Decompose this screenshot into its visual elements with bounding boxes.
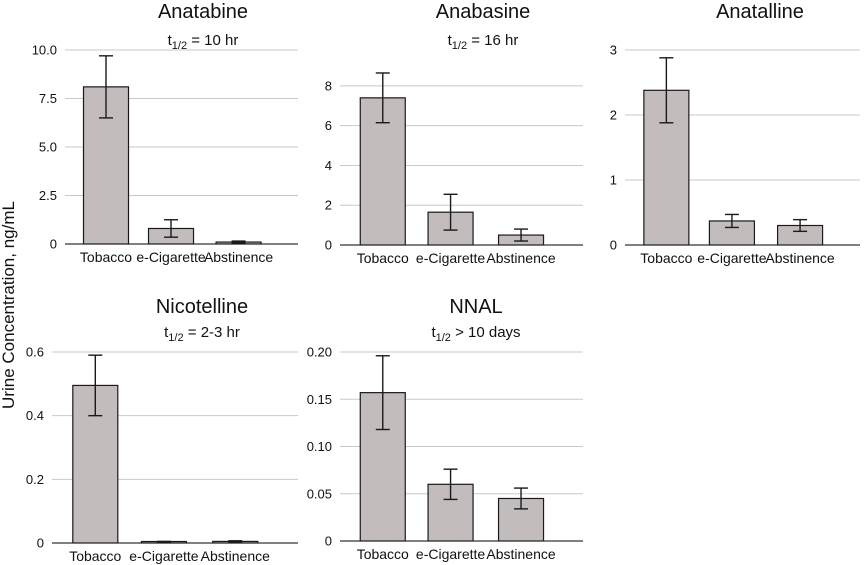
x-tick-label: Tobacco: [357, 250, 409, 266]
half-life-label: t1/2 > 10 days: [431, 324, 520, 344]
y-tick-label: 0.4: [26, 408, 44, 423]
x-tick-label: Tobacco: [640, 250, 692, 266]
y-tick-label: 6: [325, 118, 332, 133]
x-tick-label: Abstinence: [765, 250, 834, 266]
error-bar-e-cigarette: [443, 193, 458, 231]
panel-nnal: NNAL t1/2 > 10 days 0 0.05 0.10 0.15 0.20 Tobac…: [307, 296, 583, 562]
half-life-subscript: 1/2: [172, 40, 187, 52]
error-bar-tobacco: [88, 354, 103, 417]
error-bar-abstinence: [228, 540, 243, 543]
y-tick-label: 2.5: [39, 188, 57, 203]
y-tick-label: 0: [37, 536, 44, 551]
half-life-value: = 10 hr: [187, 32, 238, 49]
y-tick-label: 0.15: [307, 392, 332, 407]
error-bar-abstinence: [793, 218, 808, 233]
y-tick-label: 3: [610, 43, 617, 58]
y-tick-label: 10.0: [32, 43, 57, 58]
y-tick-label: 0.2: [26, 472, 44, 487]
half-life-subscript: 1/2: [452, 40, 467, 52]
error-bar-tobacco: [659, 57, 674, 124]
x-tick-label: Abstinence: [486, 250, 555, 266]
y-tick-label: 0: [325, 238, 332, 253]
error-bar-e-cigarette: [443, 468, 458, 501]
panel-anabasine: Anabasine t1/2 = 16 hr 0 2 4 6 8 Tobacco e-Cigar…: [325, 1, 583, 266]
x-tick-label: Abstinence: [204, 249, 273, 265]
y-tick-label: 0.6: [26, 345, 44, 360]
y-tick-label: 0.05: [307, 486, 332, 501]
error-bar-abstinence: [514, 487, 529, 510]
x-tick-label: e-Cigarette: [416, 546, 485, 562]
x-tick-label: e-Cigarette: [416, 250, 485, 266]
x-tick-label: Abstinence: [486, 546, 555, 562]
y-tick-label: 5.0: [39, 140, 57, 155]
chart-title: Nicotelline: [156, 296, 248, 318]
x-tick-label: Tobacco: [80, 249, 132, 265]
y-tick-label: 0: [610, 238, 617, 253]
chart-title: Anatabine: [158, 1, 248, 23]
x-tick-label: Tobacco: [69, 548, 121, 564]
half-life-subscript: 1/2: [168, 332, 183, 344]
half-life-symbol: t: [168, 32, 173, 49]
error-bar-tobacco: [375, 355, 390, 431]
error-bar-abstinence: [231, 240, 246, 244]
x-tick-label: e-Cigarette: [129, 548, 198, 564]
half-life-value: = 16 hr: [467, 32, 518, 49]
y-axis-label: Urine Concentration, ng/mL: [0, 201, 18, 409]
y-tick-label: 0.10: [307, 439, 332, 454]
chart-title: NNAL: [449, 296, 502, 318]
y-tick-label: 4: [325, 158, 332, 173]
y-tick-label: 7.5: [39, 91, 57, 106]
panel-anatalline: Anatalline 0 1 2 3 Tobacco e-CigaretteAbstinen…: [610, 1, 860, 266]
half-life-symbol: t: [431, 324, 436, 341]
chart-title: Anabasine: [436, 1, 531, 23]
half-life-symbol: t: [164, 324, 169, 341]
y-tick-label: 0.20: [307, 345, 332, 360]
half-life-label: t1/2 = 16 hr: [448, 32, 519, 52]
half-life-label: t1/2 = 2-3 hr: [164, 324, 240, 344]
y-tick-label: 0: [325, 534, 332, 549]
error-bar-e-cigarette: [156, 540, 171, 544]
half-life-subscript: 1/2: [436, 332, 451, 344]
x-tick-label: e-Cigarette: [136, 249, 205, 265]
error-bar-e-cigarette: [724, 213, 739, 229]
x-tick-label: e-Cigarette: [697, 250, 766, 266]
error-bar-abstinence: [514, 228, 529, 242]
half-life-label: t1/2 = 10 hr: [168, 32, 239, 52]
panel-anatabine: Anatabine t1/2 = 10 hr 0 2.5 5.0 7.5 10.0 Tobac…: [32, 1, 298, 265]
panel-nicotelline: Nicotelline t1/2 = 2-3 hr 0 0.2 0.4 0.6 Tobacc…: [26, 296, 298, 564]
y-tick-label: 2: [610, 108, 617, 123]
y-tick-label: 0: [50, 237, 57, 252]
x-tick-label: Abstinence: [201, 548, 270, 564]
y-tick-label: 8: [325, 78, 332, 93]
y-tick-label: 2: [325, 198, 332, 213]
half-life-symbol: t: [448, 32, 453, 49]
chart-title: Anatalline: [716, 1, 804, 23]
x-tick-label: Tobacco: [357, 546, 409, 562]
y-tick-label: 1: [610, 173, 617, 188]
half-life-value: > 10 days: [451, 324, 521, 341]
half-life-value: = 2-3 hr: [184, 324, 240, 341]
error-bar-tobacco: [99, 55, 114, 119]
error-bar-e-cigarette: [164, 219, 179, 238]
error-bar-tobacco: [375, 72, 390, 124]
